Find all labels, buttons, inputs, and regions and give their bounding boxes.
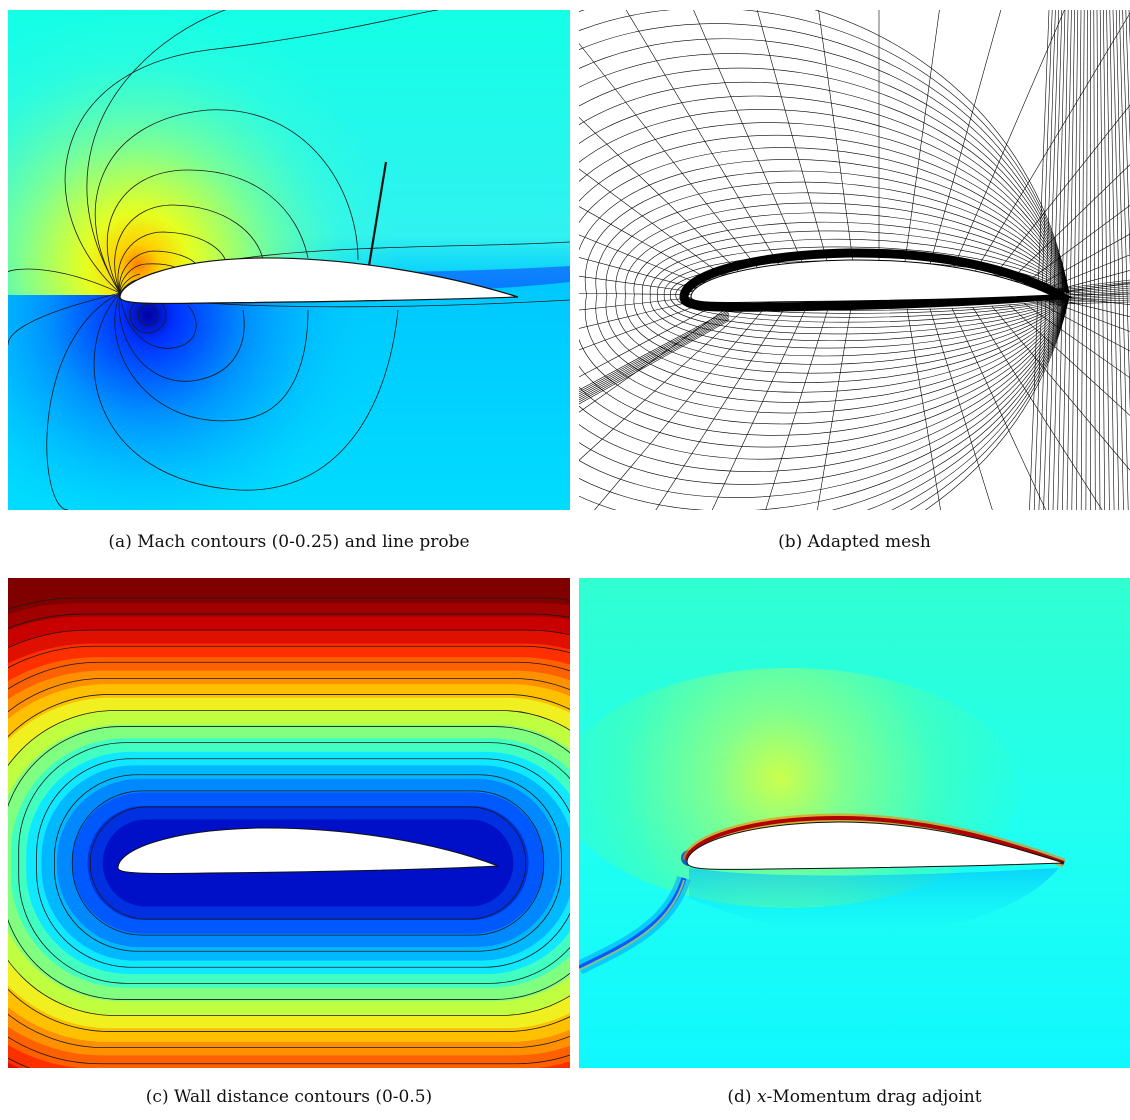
- caption-d: (d) x-Momentum drag adjoint: [579, 1087, 1130, 1107]
- caption-d-text: -Momentum drag adjoint: [766, 1087, 982, 1107]
- panel-b-adapted-mesh: [579, 10, 1130, 510]
- panel-c-wall-distance: [8, 578, 570, 1068]
- caption-c-text: Wall distance contours (0-0.5): [174, 1087, 433, 1107]
- airfoil: [686, 821, 1065, 870]
- caption-a: (a) Mach contours (0-0.25) and line prob…: [8, 532, 570, 552]
- adjoint-plot: [579, 578, 1130, 1068]
- caption-c-label: (c): [145, 1087, 169, 1107]
- mesh-plot: [579, 10, 1130, 510]
- wall-distance-contours: [8, 597, 570, 1068]
- airfoil: [690, 259, 1052, 303]
- caption-d-variable: x: [756, 1087, 767, 1107]
- caption-c: (c) Wall distance contours (0-0.5): [8, 1087, 570, 1107]
- caption-d-label: (d): [727, 1087, 752, 1107]
- mach-contour-plot: [8, 10, 570, 510]
- line-probe: [366, 161, 388, 273]
- caption-a-text: Mach contours (0-0.25) and line probe: [137, 532, 470, 552]
- panel-a-mach-contours: [8, 10, 570, 510]
- caption-b-text: Adapted mesh: [807, 532, 931, 552]
- caption-a-label: (a): [108, 532, 132, 552]
- caption-b: (b) Adapted mesh: [579, 532, 1130, 552]
- wall-distance-plot: [8, 578, 570, 1068]
- panel-d-drag-adjoint: [579, 578, 1130, 1068]
- caption-b-label: (b): [778, 532, 803, 552]
- airfoil: [119, 257, 519, 305]
- airfoil: [117, 827, 499, 874]
